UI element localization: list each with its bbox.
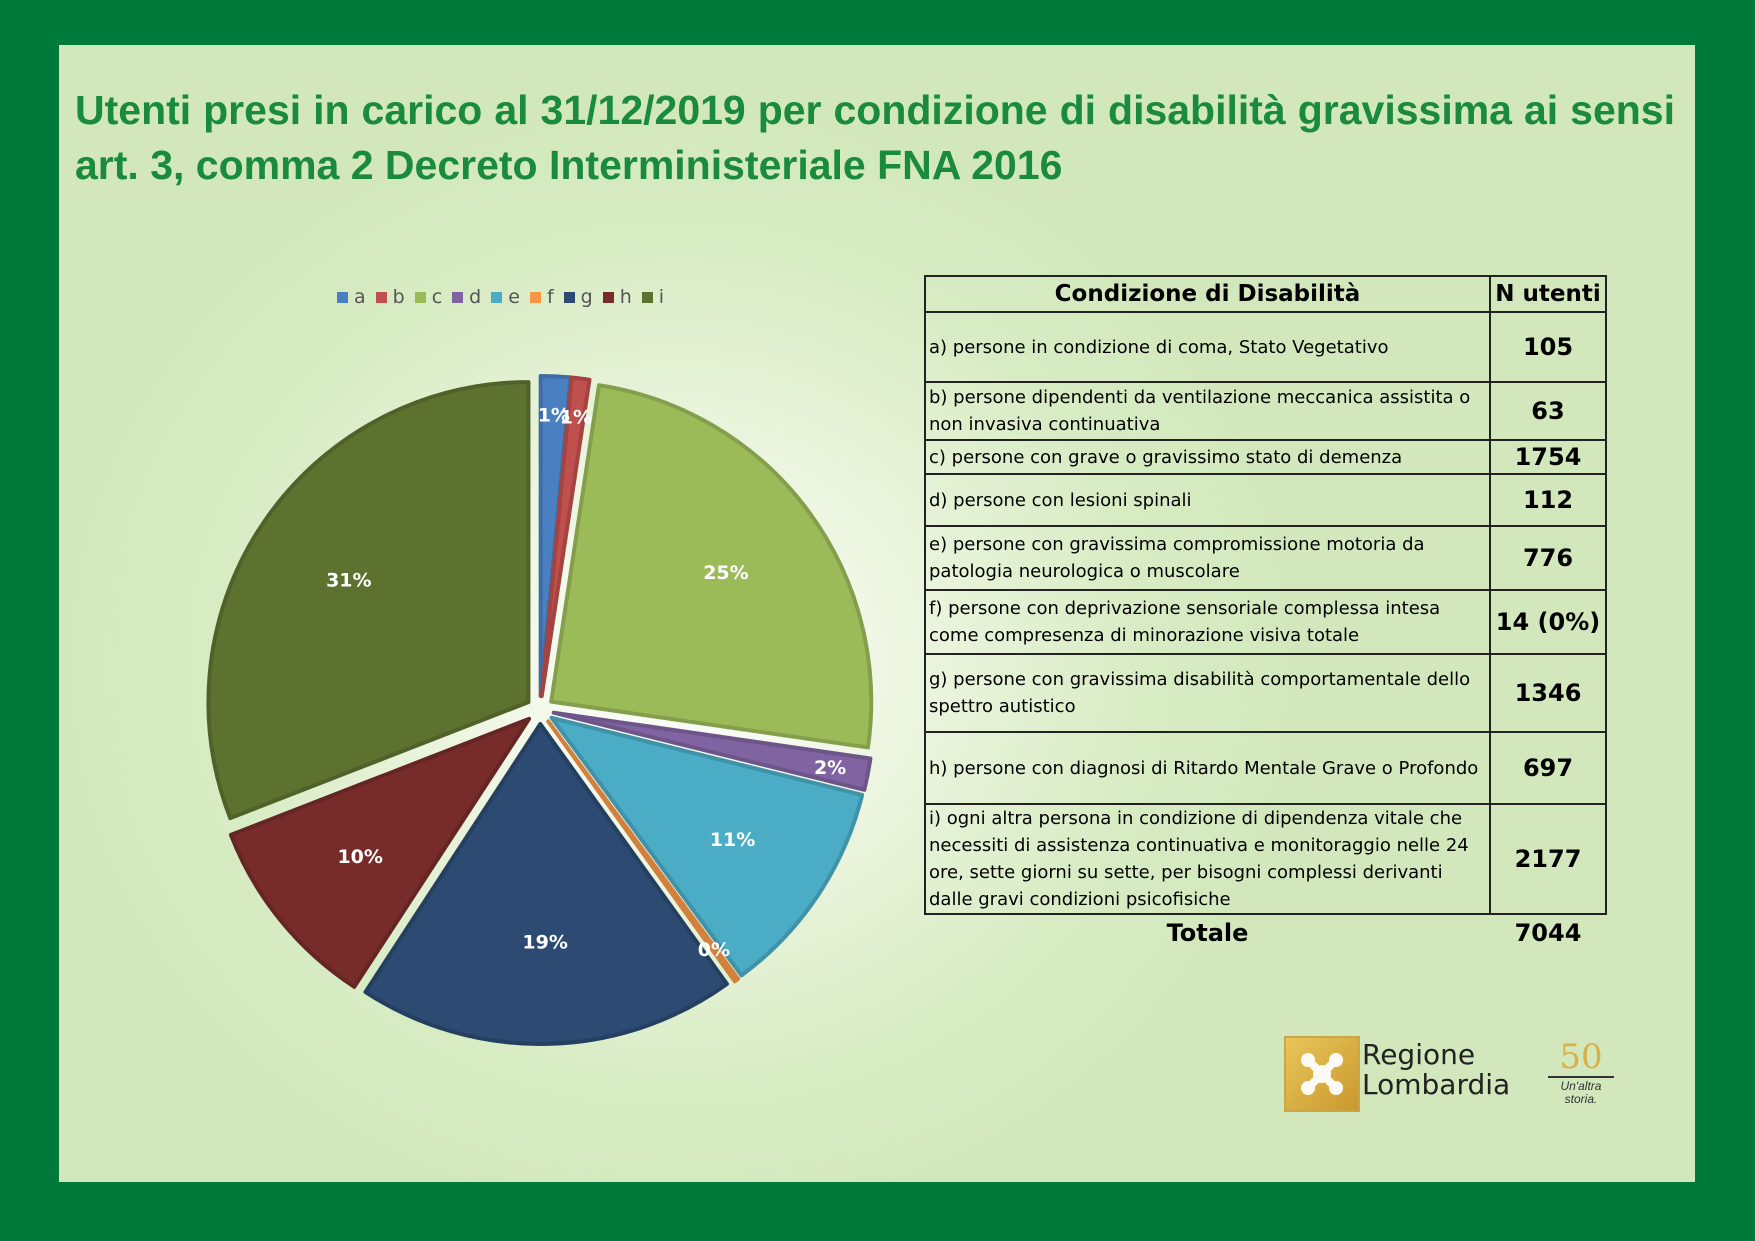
anniversary-tagline: Un'altra storia. bbox=[1546, 1080, 1616, 1106]
legend-label-d: d bbox=[469, 286, 482, 308]
data-label-i: 31% bbox=[326, 569, 371, 591]
header-condition: Condizione di Disabilità bbox=[924, 275, 1491, 313]
cell-condition: f) persone con deprivazione sensoriale c… bbox=[924, 589, 1491, 655]
anniversary-divider bbox=[1548, 1076, 1614, 1078]
data-label-f: 0% bbox=[698, 939, 730, 961]
logo-text: Regione Lombardia bbox=[1362, 1040, 1510, 1100]
pie-slice-f bbox=[546, 719, 741, 984]
pie-slice-d bbox=[551, 710, 873, 792]
cell-condition: i) ogni altra persona in condizione di d… bbox=[924, 803, 1491, 915]
cell-condition: e) persone con gravissima compromissione… bbox=[924, 525, 1491, 591]
total-label: Totale bbox=[1166, 919, 1249, 947]
legend-item-a: a bbox=[337, 286, 366, 308]
tagline-line-1: Un'altra bbox=[1560, 1079, 1602, 1093]
legend-item-e: e bbox=[491, 286, 520, 308]
legend-swatch-g bbox=[563, 291, 575, 303]
data-label-a: 1% bbox=[538, 405, 570, 427]
pie-slice-i bbox=[206, 380, 531, 821]
legend-swatch-d bbox=[452, 291, 464, 303]
cell-condition: c) persone con grave o gravissimo stato … bbox=[924, 439, 1491, 475]
legend-swatch-i bbox=[641, 291, 653, 303]
data-label-c: 25% bbox=[703, 562, 748, 584]
pie-slice-g bbox=[363, 721, 729, 1046]
legend-label-b: b bbox=[392, 286, 405, 308]
cell-count: 2177 bbox=[1489, 803, 1607, 915]
table-row: e) persone con gravissima compromissione… bbox=[924, 525, 1607, 591]
pie-slice-e bbox=[549, 715, 865, 978]
header-count: N utenti bbox=[1489, 275, 1607, 313]
cell-condition: a) persone in condizione di coma, Stato … bbox=[924, 311, 1491, 383]
legend-label-i: i bbox=[658, 286, 665, 308]
page-title: Utenti presi in carico al 31/12/2019 per… bbox=[75, 87, 1675, 188]
table-row: b) persone dipendenti da ventilazione me… bbox=[924, 381, 1607, 441]
cell-condition: d) persone con lesioni spinali bbox=[924, 473, 1491, 527]
legend-swatch-e bbox=[491, 291, 503, 303]
disability-table: Condizione di Disabilità N utenti a) per… bbox=[924, 275, 1607, 951]
legend-swatch-h bbox=[602, 291, 614, 303]
table-header-row: Condizione di Disabilità N utenti bbox=[924, 275, 1607, 313]
anniversary-number: 50 bbox=[1559, 1037, 1603, 1077]
anniversary-mark: 50 Un'altra storia. bbox=[1546, 1040, 1616, 1110]
pie-slice-b bbox=[539, 375, 592, 699]
legend-label-c: c bbox=[431, 286, 443, 308]
data-label-e: 11% bbox=[710, 829, 755, 851]
table-row: a) persone in condizione di coma, Stato … bbox=[924, 311, 1607, 383]
table-row: c) persone con grave o gravissimo stato … bbox=[924, 439, 1607, 475]
legend-label-f: f bbox=[546, 286, 554, 308]
cell-condition: h) persone con diagnosi di Ritardo Menta… bbox=[924, 731, 1491, 805]
legend-label-g: g bbox=[580, 286, 593, 308]
legend-swatch-c bbox=[414, 291, 426, 303]
table-row: g) persone con gravissima disabilità com… bbox=[924, 653, 1607, 733]
legend-item-b: b bbox=[375, 286, 405, 308]
legend-label-e: e bbox=[508, 286, 520, 308]
data-label-g: 19% bbox=[522, 932, 567, 954]
cell-condition: b) persone dipendenti da ventilazione me… bbox=[924, 381, 1491, 441]
legend-item-c: c bbox=[414, 286, 443, 308]
pie-slice-h bbox=[228, 716, 532, 989]
cell-count: 1346 bbox=[1489, 653, 1607, 733]
legend-item-g: g bbox=[563, 286, 593, 308]
tagline-line-2: storia. bbox=[1564, 1092, 1598, 1106]
legend-item-f: f bbox=[529, 286, 554, 308]
cell-condition: g) persone con gravissima disabilità com… bbox=[924, 653, 1491, 733]
table-row: i) ogni altra persona in condizione di d… bbox=[924, 803, 1607, 915]
data-label-b: 1% bbox=[560, 407, 592, 429]
legend-item-i: i bbox=[641, 286, 665, 308]
legend-label-a: a bbox=[354, 286, 366, 308]
logo-line-2: Lombardia bbox=[1362, 1068, 1511, 1101]
logo-emblem-icon bbox=[1284, 1036, 1360, 1112]
data-label-d: 2% bbox=[814, 757, 846, 779]
chart-legend: a b c d e f g h i bbox=[337, 285, 674, 309]
legend-swatch-b bbox=[375, 291, 387, 303]
table-row: d) persone con lesioni spinali 112 bbox=[924, 473, 1607, 527]
data-label-h: 10% bbox=[337, 846, 382, 868]
table-total-row: Totale 7044 bbox=[925, 914, 1606, 951]
regione-lombardia-logo: Regione Lombardia 50 Un'altra storia. bbox=[1284, 1036, 1684, 1116]
legend-item-h: h bbox=[602, 286, 632, 308]
cell-count: 105 bbox=[1489, 311, 1607, 383]
legend-swatch-a bbox=[337, 291, 348, 303]
total-value: 7044 bbox=[1514, 919, 1582, 947]
cell-count: 63 bbox=[1489, 381, 1607, 441]
pie-slice-c bbox=[549, 383, 874, 750]
cell-count: 14 (0%) bbox=[1489, 589, 1607, 655]
cell-count: 697 bbox=[1489, 731, 1607, 805]
cell-count: 1754 bbox=[1489, 439, 1607, 475]
cell-count: 112 bbox=[1489, 473, 1607, 527]
legend-item-d: d bbox=[452, 286, 481, 308]
table-row: h) persone con diagnosi di Ritardo Menta… bbox=[924, 731, 1607, 805]
legend-label-h: h bbox=[619, 286, 632, 308]
cell-count: 776 bbox=[1489, 525, 1607, 591]
legend-swatch-f bbox=[529, 291, 541, 303]
logo-line-1: Regione bbox=[1362, 1038, 1476, 1071]
table-row: f) persone con deprivazione sensoriale c… bbox=[924, 589, 1607, 655]
